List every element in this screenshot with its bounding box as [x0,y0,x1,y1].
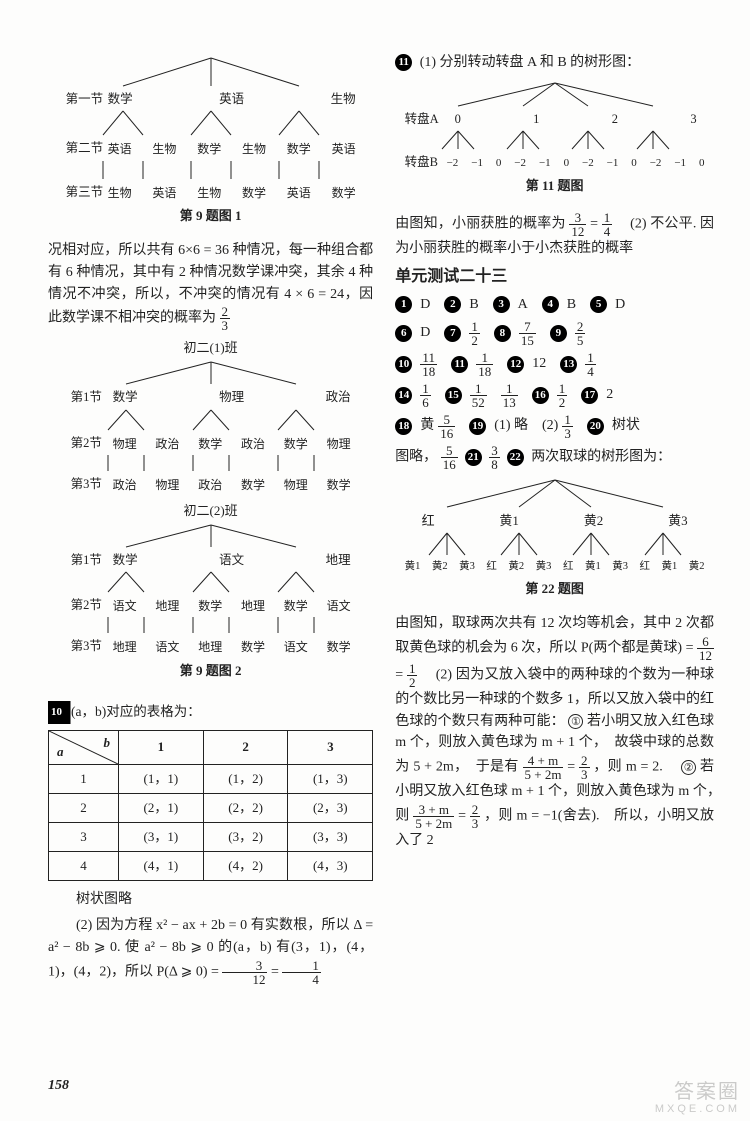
ans-row-3: 101118 11118 1212 1314 [395,351,714,378]
tree-9-1: 第一节 数学 英语 生物 第二节 英语 生物 数学 [48,54,373,236]
ans-row-4: 1416 15152 113 1612 172 [395,382,714,409]
badge-10: 10 [48,704,65,721]
ans-row-6: 图略， 516 21 38 22 两次取球的树形图为： [395,444,714,471]
watermark: 答案圈 MXQE.COM [655,1081,740,1115]
q11-text: 由图知，小丽获胜的概率为 312 = 14 (2) 不公平. 因为小丽获胜的概率… [395,211,714,260]
table-row: 1(1，1)(1，2)(1，3) [49,764,373,793]
tree9-1-row2-label: 第二节 [66,139,108,158]
t91-r1-0: 数学 [108,90,133,109]
q10-after2: (2) 因为方程 x² − ax + 2b = 0 有实数根，所以 Δ = a²… [48,915,373,985]
q10-after1: 树状图略 [48,889,373,911]
table-row: 2(2，1)(2，2)(2，3) [49,794,373,823]
tree9-1-branches-1 [71,54,351,90]
tree-9-2a: 初二(1)班 第1节 数学 物理 政治 第2节 物理政治 [48,338,373,494]
q11-head: 11 (1) 分别转动转盘 A 和 B 的树形图： [395,52,714,74]
section-title-23: 单元测试二十三 [395,265,714,290]
circled-1: ① [568,714,583,729]
ans-row-2: 6D 712 8715 925 [395,320,714,347]
q10-header: 10 (a，b)对应的表格为： [48,701,373,724]
q10-table: ba 1 2 3 1(1，1)(1，2)(1，3) 2(2，1)(2，2)(2，… [48,730,373,882]
tree9-2-caption: 第 9 题图 2 [180,661,242,681]
table-row: 4(4，1)(4，2)(4，3) [49,852,373,881]
tree9-1-branches-2 [71,109,351,139]
table-row: 3(3，1)(3，2)(3，3) [49,823,373,852]
t91-r1-1: 英语 [219,90,244,109]
ans-row-1: 1D 2B 3A 4B 5D [395,294,714,316]
frac-2-3: 23 [220,305,231,332]
ans-row-5: 18黄516 19(1) 略 (2) 13 20树状 [395,413,714,440]
tree-9-2b: 初二(2)班 第1节 数学 语文 地理 第2节 语文地理 [48,501,373,691]
t91-r1-2: 生物 [331,90,356,109]
tree9-1-branches-3 [71,159,351,183]
page-number: 158 [48,1075,69,1097]
tree9-1-row1-label: 第一节 [66,90,108,109]
tree-11: 转盘A 0 1 2 3 转盘B −2−10 −2−10 −2− [395,80,714,207]
circled-2: ② [681,760,696,775]
tree9-1-caption: 第 9 题图 1 [180,206,242,226]
badge-11: 11 [395,54,412,71]
tree9-1-row3-label: 第三节 [66,183,108,202]
tree-22: 红 黄1 黄2 黄3 黄1黄2黄3 红黄2黄3 红黄1黄3 红黄1黄2 第 22… [395,477,714,610]
q9-text: 况相对应，所以共有 6×6 = 36 种情况，每一种组合都有 6 种情况，其中有… [48,240,373,332]
t92b-title: 初二(2)班 [184,501,238,521]
diag-header: ba [49,730,119,764]
t92a-title: 初二(1)班 [184,338,238,358]
q22-text: 由图知，取球两次共有 12 次均等机会，其中 2 次都取黄色球的机会为 6 次，… [395,613,714,851]
